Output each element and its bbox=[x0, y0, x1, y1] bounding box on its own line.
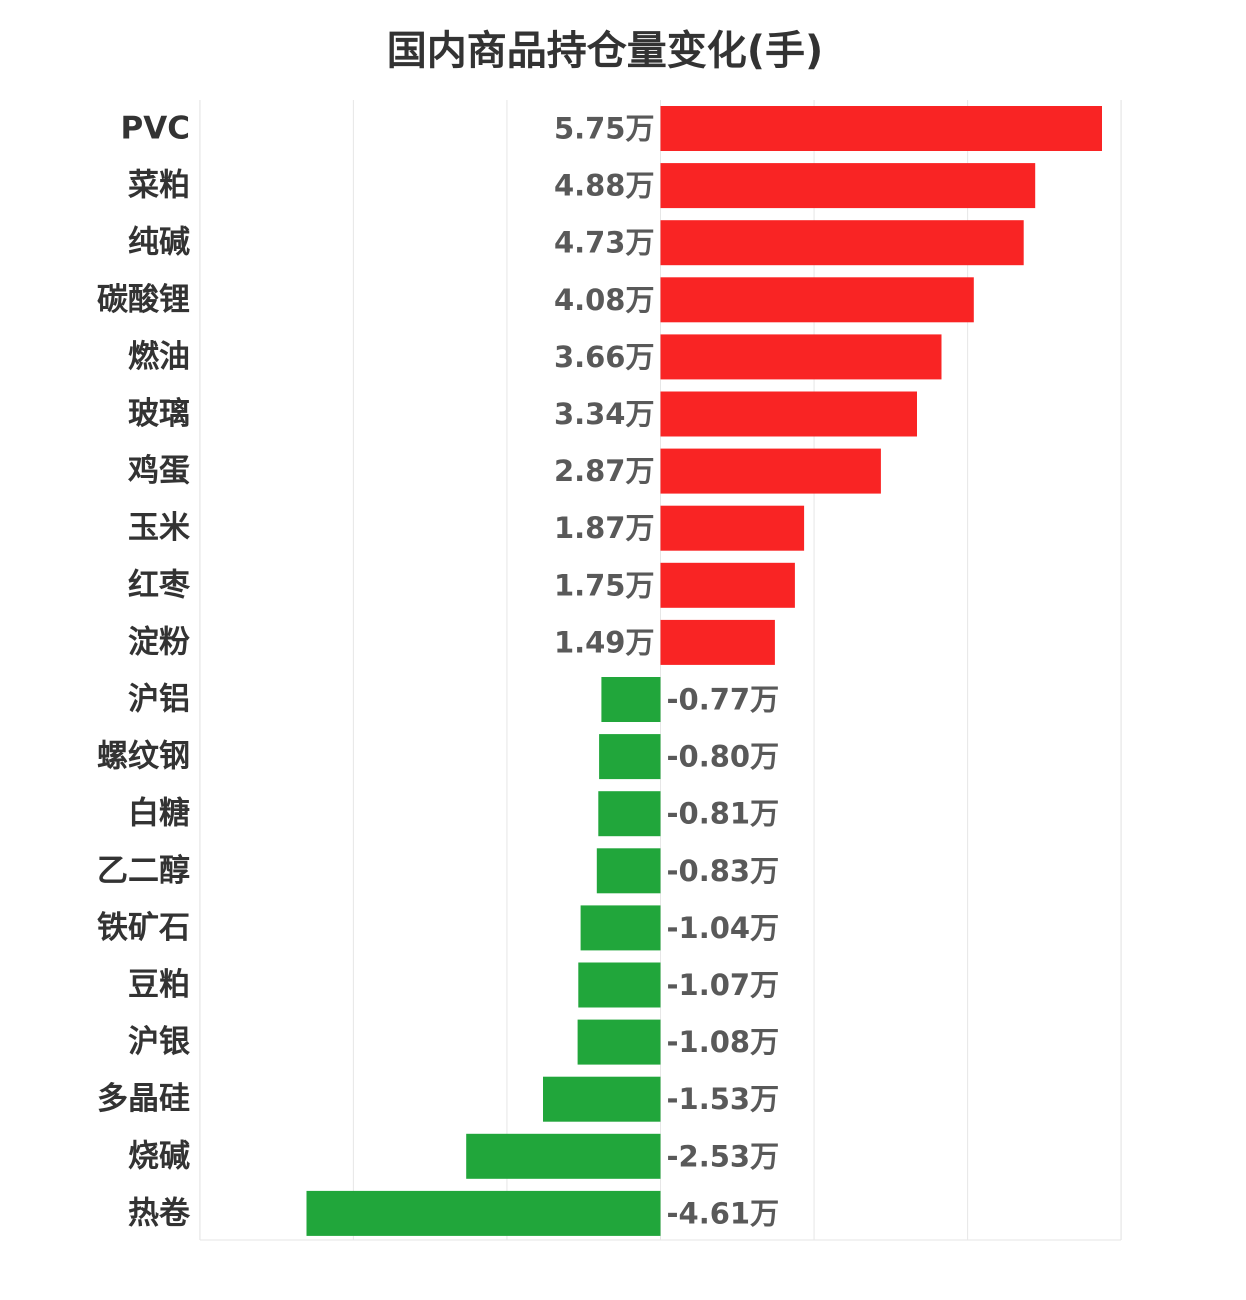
value-label: -2.53万 bbox=[667, 1139, 780, 1173]
bar bbox=[578, 962, 661, 1008]
value-label: 5.75万 bbox=[554, 112, 655, 146]
value-label: -0.77万 bbox=[667, 683, 780, 717]
value-label: 1.49万 bbox=[554, 625, 655, 659]
bar bbox=[660, 505, 805, 551]
bar bbox=[306, 1190, 661, 1236]
bar bbox=[660, 220, 1024, 266]
value-label: -0.83万 bbox=[667, 854, 780, 888]
value-label: -1.53万 bbox=[667, 1082, 780, 1116]
category-label: 白糖 bbox=[128, 796, 190, 832]
bar bbox=[577, 1019, 661, 1065]
bar bbox=[660, 391, 917, 437]
category-label: 铁矿石 bbox=[97, 910, 190, 946]
value-label: 4.88万 bbox=[554, 169, 655, 203]
category-label: PVC bbox=[121, 111, 190, 147]
category-label: 玉米 bbox=[128, 510, 190, 546]
category-label: 玻璃 bbox=[128, 396, 190, 432]
value-label: 4.73万 bbox=[554, 226, 655, 260]
value-label: 3.66万 bbox=[554, 340, 655, 374]
value-label: -1.04万 bbox=[667, 911, 780, 945]
bar bbox=[596, 848, 661, 894]
category-label: 纯碱 bbox=[128, 225, 190, 261]
value-label: 3.34万 bbox=[554, 397, 655, 431]
bar bbox=[466, 1133, 661, 1179]
category-label: 菜粕 bbox=[128, 168, 190, 204]
value-label: 2.87万 bbox=[554, 454, 655, 488]
bar bbox=[580, 905, 661, 951]
category-label: 鸡蛋 bbox=[127, 453, 190, 489]
category-label: 多晶硅 bbox=[97, 1081, 190, 1117]
category-label: 淀粉 bbox=[128, 624, 190, 660]
grid-lines bbox=[199, 100, 1122, 1241]
bar bbox=[660, 334, 942, 380]
value-label: -1.08万 bbox=[667, 1025, 780, 1059]
category-label: 豆粕 bbox=[128, 967, 190, 1003]
category-label: 红枣 bbox=[128, 567, 191, 603]
value-label: -0.81万 bbox=[667, 797, 780, 831]
category-label: 热卷 bbox=[128, 1195, 191, 1231]
bar bbox=[601, 677, 661, 722]
bar bbox=[660, 163, 1036, 209]
category-label: 碳酸锂 bbox=[97, 282, 190, 318]
bar bbox=[660, 619, 775, 665]
bar bbox=[660, 277, 974, 323]
category-label: 螺纹钢 bbox=[97, 739, 190, 775]
bars bbox=[306, 106, 1102, 1236]
category-label: 燃油 bbox=[128, 339, 190, 375]
bar bbox=[660, 448, 881, 494]
category-label: 沪银 bbox=[128, 1024, 190, 1060]
bar bbox=[598, 791, 661, 837]
value-label: -4.61万 bbox=[667, 1196, 780, 1230]
chart-title: 国内商品持仓量变化(手) bbox=[386, 28, 824, 74]
bar bbox=[599, 734, 661, 780]
category-label: 沪铝 bbox=[128, 682, 190, 718]
value-label: -0.80万 bbox=[667, 740, 780, 774]
category-label: 烧碱 bbox=[128, 1138, 190, 1174]
value-label: -1.07万 bbox=[667, 968, 780, 1002]
bar bbox=[660, 106, 1102, 151]
value-label: 1.87万 bbox=[554, 511, 655, 545]
value-label: 1.75万 bbox=[554, 568, 655, 602]
value-label: 4.08万 bbox=[554, 283, 655, 317]
category-label: 乙二醇 bbox=[97, 853, 190, 889]
bar bbox=[543, 1076, 661, 1122]
bar bbox=[660, 562, 795, 608]
